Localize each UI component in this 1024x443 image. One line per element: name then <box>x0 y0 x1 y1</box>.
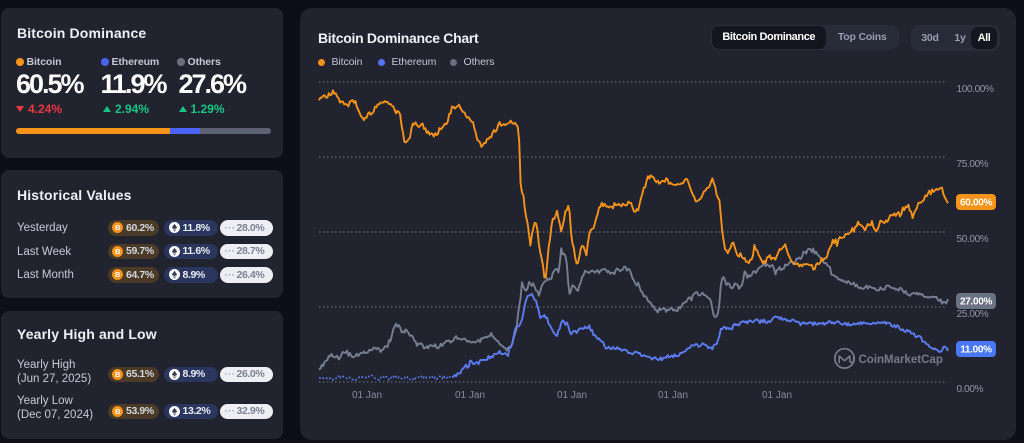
svg-text:CoinMarketCap: CoinMarketCap <box>859 354 943 366</box>
svg-text:50.00%: 50.00% <box>957 234 989 245</box>
svg-text:B: B <box>115 407 121 416</box>
svg-text:100.00%: 100.00% <box>957 84 994 95</box>
svg-text:B: B <box>115 370 121 379</box>
svg-text:01 Jan: 01 Jan <box>455 390 485 401</box>
svg-text:60.00%: 60.00% <box>960 198 993 209</box>
svg-text:75.00%: 75.00% <box>957 159 989 170</box>
svg-text:B: B <box>115 224 121 233</box>
svg-text:B: B <box>115 247 121 256</box>
svg-text:01 Jan: 01 Jan <box>352 390 382 401</box>
svg-text:01 Jan: 01 Jan <box>762 390 792 401</box>
svg-text:27.00%: 27.00% <box>960 297 993 308</box>
svg-text:01 Jan: 01 Jan <box>557 390 587 401</box>
svg-text:B: B <box>115 271 121 280</box>
svg-text:01 Jan: 01 Jan <box>658 390 688 401</box>
svg-text:25.00%: 25.00% <box>957 309 989 320</box>
svg-text:11.00%: 11.00% <box>960 345 992 356</box>
svg-text:0.00%: 0.00% <box>957 384 984 395</box>
